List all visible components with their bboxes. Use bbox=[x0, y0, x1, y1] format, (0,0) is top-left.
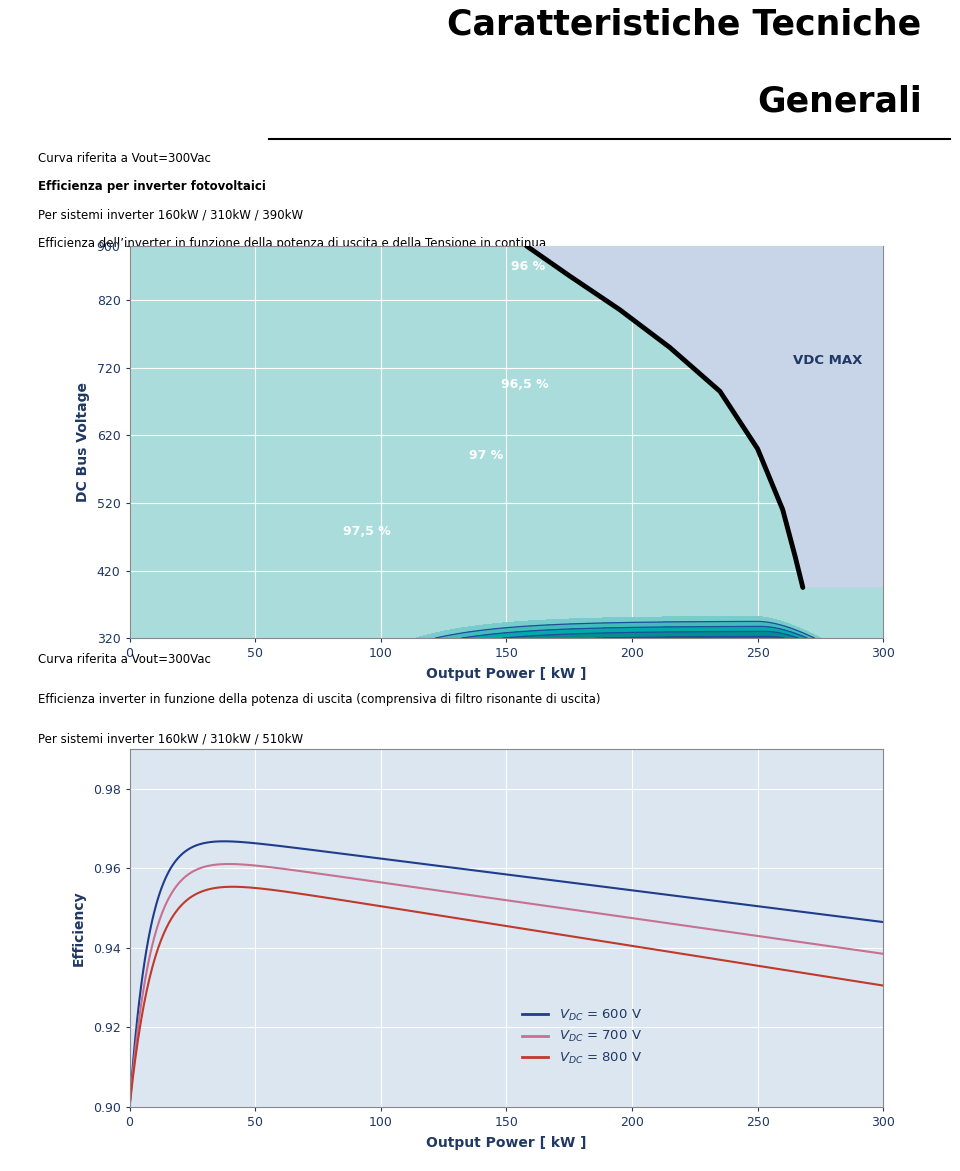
Text: Per sistemi inverter 160kW / 310kW / 510kW: Per sistemi inverter 160kW / 310kW / 510… bbox=[38, 733, 303, 746]
Y-axis label: DC Bus Voltage: DC Bus Voltage bbox=[76, 382, 89, 502]
Text: Efficienza per inverter fotovoltaici: Efficienza per inverter fotovoltaici bbox=[38, 180, 266, 193]
$V_{DC}$ = 700 V bbox=[563, 902, 574, 916]
$V_{DC}$ = 600 V bbox=[124, 1100, 135, 1114]
$V_{DC}$ = 700 V bbox=[223, 857, 234, 871]
$V_{DC}$ = 700 V bbox=[774, 932, 785, 946]
Text: Curva riferita a Vout=300Vac: Curva riferita a Vout=300Vac bbox=[38, 152, 211, 165]
$V_{DC}$ = 600 V bbox=[582, 878, 593, 892]
$V_{DC}$ = 700 V bbox=[605, 908, 616, 922]
$V_{DC}$ = 800 V bbox=[170, 905, 181, 919]
Text: Efficienza dell’inverter in funzione della potenza di uscita e della Tensione in: Efficienza dell’inverter in funzione del… bbox=[38, 237, 546, 249]
$V_{DC}$ = 600 V bbox=[218, 834, 229, 848]
Y-axis label: Efficiency: Efficiency bbox=[72, 890, 85, 966]
Line: $V_{DC}$ = 800 V: $V_{DC}$ = 800 V bbox=[130, 886, 883, 1107]
Text: Efficienza inverter in funzione della potenza di uscita (comprensiva di filtro r: Efficienza inverter in funzione della po… bbox=[38, 693, 601, 706]
$V_{DC}$ = 600 V bbox=[605, 881, 616, 895]
Text: Curva riferita a Vout=300Vac: Curva riferita a Vout=300Vac bbox=[38, 653, 211, 666]
Text: 96 %: 96 % bbox=[512, 260, 545, 273]
$V_{DC}$ = 800 V bbox=[563, 929, 574, 943]
$V_{DC}$ = 600 V bbox=[170, 854, 181, 868]
$V_{DC}$ = 800 V bbox=[774, 963, 785, 977]
$V_{DC}$ = 800 V bbox=[696, 950, 708, 964]
Text: 96,5 %: 96,5 % bbox=[501, 378, 549, 391]
Text: 97,5 %: 97,5 % bbox=[343, 525, 391, 537]
X-axis label: Output Power [ kW ]: Output Power [ kW ] bbox=[426, 667, 587, 682]
Text: 97 %: 97 % bbox=[468, 450, 503, 463]
$V_{DC}$ = 800 V bbox=[877, 979, 889, 993]
$V_{DC}$ = 600 V bbox=[774, 902, 785, 916]
$V_{DC}$ = 600 V bbox=[696, 892, 708, 906]
Text: Caratteristiche Tecniche: Caratteristiche Tecniche bbox=[447, 7, 922, 41]
Line: $V_{DC}$ = 700 V: $V_{DC}$ = 700 V bbox=[130, 864, 883, 1107]
Text: VDC MAX: VDC MAX bbox=[793, 355, 863, 368]
$V_{DC}$ = 800 V bbox=[605, 936, 616, 950]
$V_{DC}$ = 600 V bbox=[563, 875, 574, 889]
Text: Generali: Generali bbox=[756, 85, 922, 119]
$V_{DC}$ = 700 V bbox=[170, 879, 181, 893]
Legend: $V_{DC}$ = 600 V, $V_{DC}$ = 700 V, $V_{DC}$ = 800 V: $V_{DC}$ = 600 V, $V_{DC}$ = 700 V, $V_{… bbox=[516, 1002, 647, 1071]
$V_{DC}$ = 800 V bbox=[124, 1100, 135, 1114]
$V_{DC}$ = 800 V bbox=[582, 932, 593, 946]
Line: $V_{DC}$ = 600 V: $V_{DC}$ = 600 V bbox=[130, 841, 883, 1107]
Polygon shape bbox=[526, 246, 883, 588]
X-axis label: Output Power [ kW ]: Output Power [ kW ] bbox=[426, 1136, 587, 1150]
$V_{DC}$ = 700 V bbox=[124, 1100, 135, 1114]
$V_{DC}$ = 700 V bbox=[877, 947, 889, 961]
Text: Per sistemi inverter 160kW / 310kW / 390kW: Per sistemi inverter 160kW / 310kW / 390… bbox=[38, 208, 303, 221]
$V_{DC}$ = 700 V bbox=[582, 905, 593, 919]
$V_{DC}$ = 600 V bbox=[877, 915, 889, 929]
$V_{DC}$ = 800 V bbox=[227, 879, 238, 893]
$V_{DC}$ = 700 V bbox=[696, 922, 708, 936]
